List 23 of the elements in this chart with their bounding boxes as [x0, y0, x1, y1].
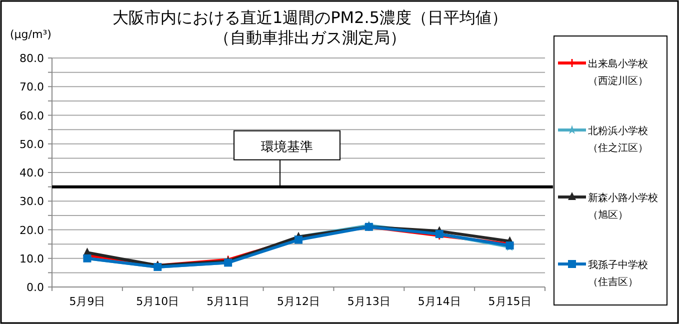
y-tick-label: 20.0 — [20, 224, 44, 237]
legend-label: 我孫子中学校（住吉区） — [588, 259, 648, 288]
legend-label: 新森小路小学校（旭区） — [588, 192, 658, 221]
x-tick-label: 5月13日 — [347, 295, 390, 308]
legend-label: 北粉浜小学校（住之江区） — [588, 125, 648, 154]
y-tick-label: 80.0 — [20, 52, 44, 65]
y-tick-label: 30.0 — [20, 195, 44, 208]
ref-line-label: 環境基準 — [261, 138, 313, 155]
x-tick-label: 5月15日 — [488, 295, 532, 308]
ylabel: (μg/m³) — [10, 28, 52, 41]
x-tick-label: 5月10日 — [136, 295, 180, 308]
legend-label: 出来島小学校（西淀川区） — [588, 58, 648, 87]
y-tick-label: 50.0 — [20, 138, 44, 151]
x-tick-label: 5月11日 — [206, 295, 250, 308]
y-tick-label: 0.0 — [26, 281, 44, 294]
x-tick-label: 5月14日 — [418, 295, 461, 308]
y-tick-label: 60.0 — [20, 109, 44, 122]
y-tick-label: 10.0 — [20, 252, 44, 266]
y-tick-label: 70.0 — [20, 80, 44, 94]
title: 大阪市内における直近1週間のPM2.5濃度（日平均値）（自動車排出ガス測定局） — [112, 8, 508, 47]
x-tick-label: 5月12日 — [277, 295, 320, 308]
x-tick-label: 5月9日 — [69, 295, 106, 308]
y-tick-label: 40.0 — [20, 166, 44, 180]
